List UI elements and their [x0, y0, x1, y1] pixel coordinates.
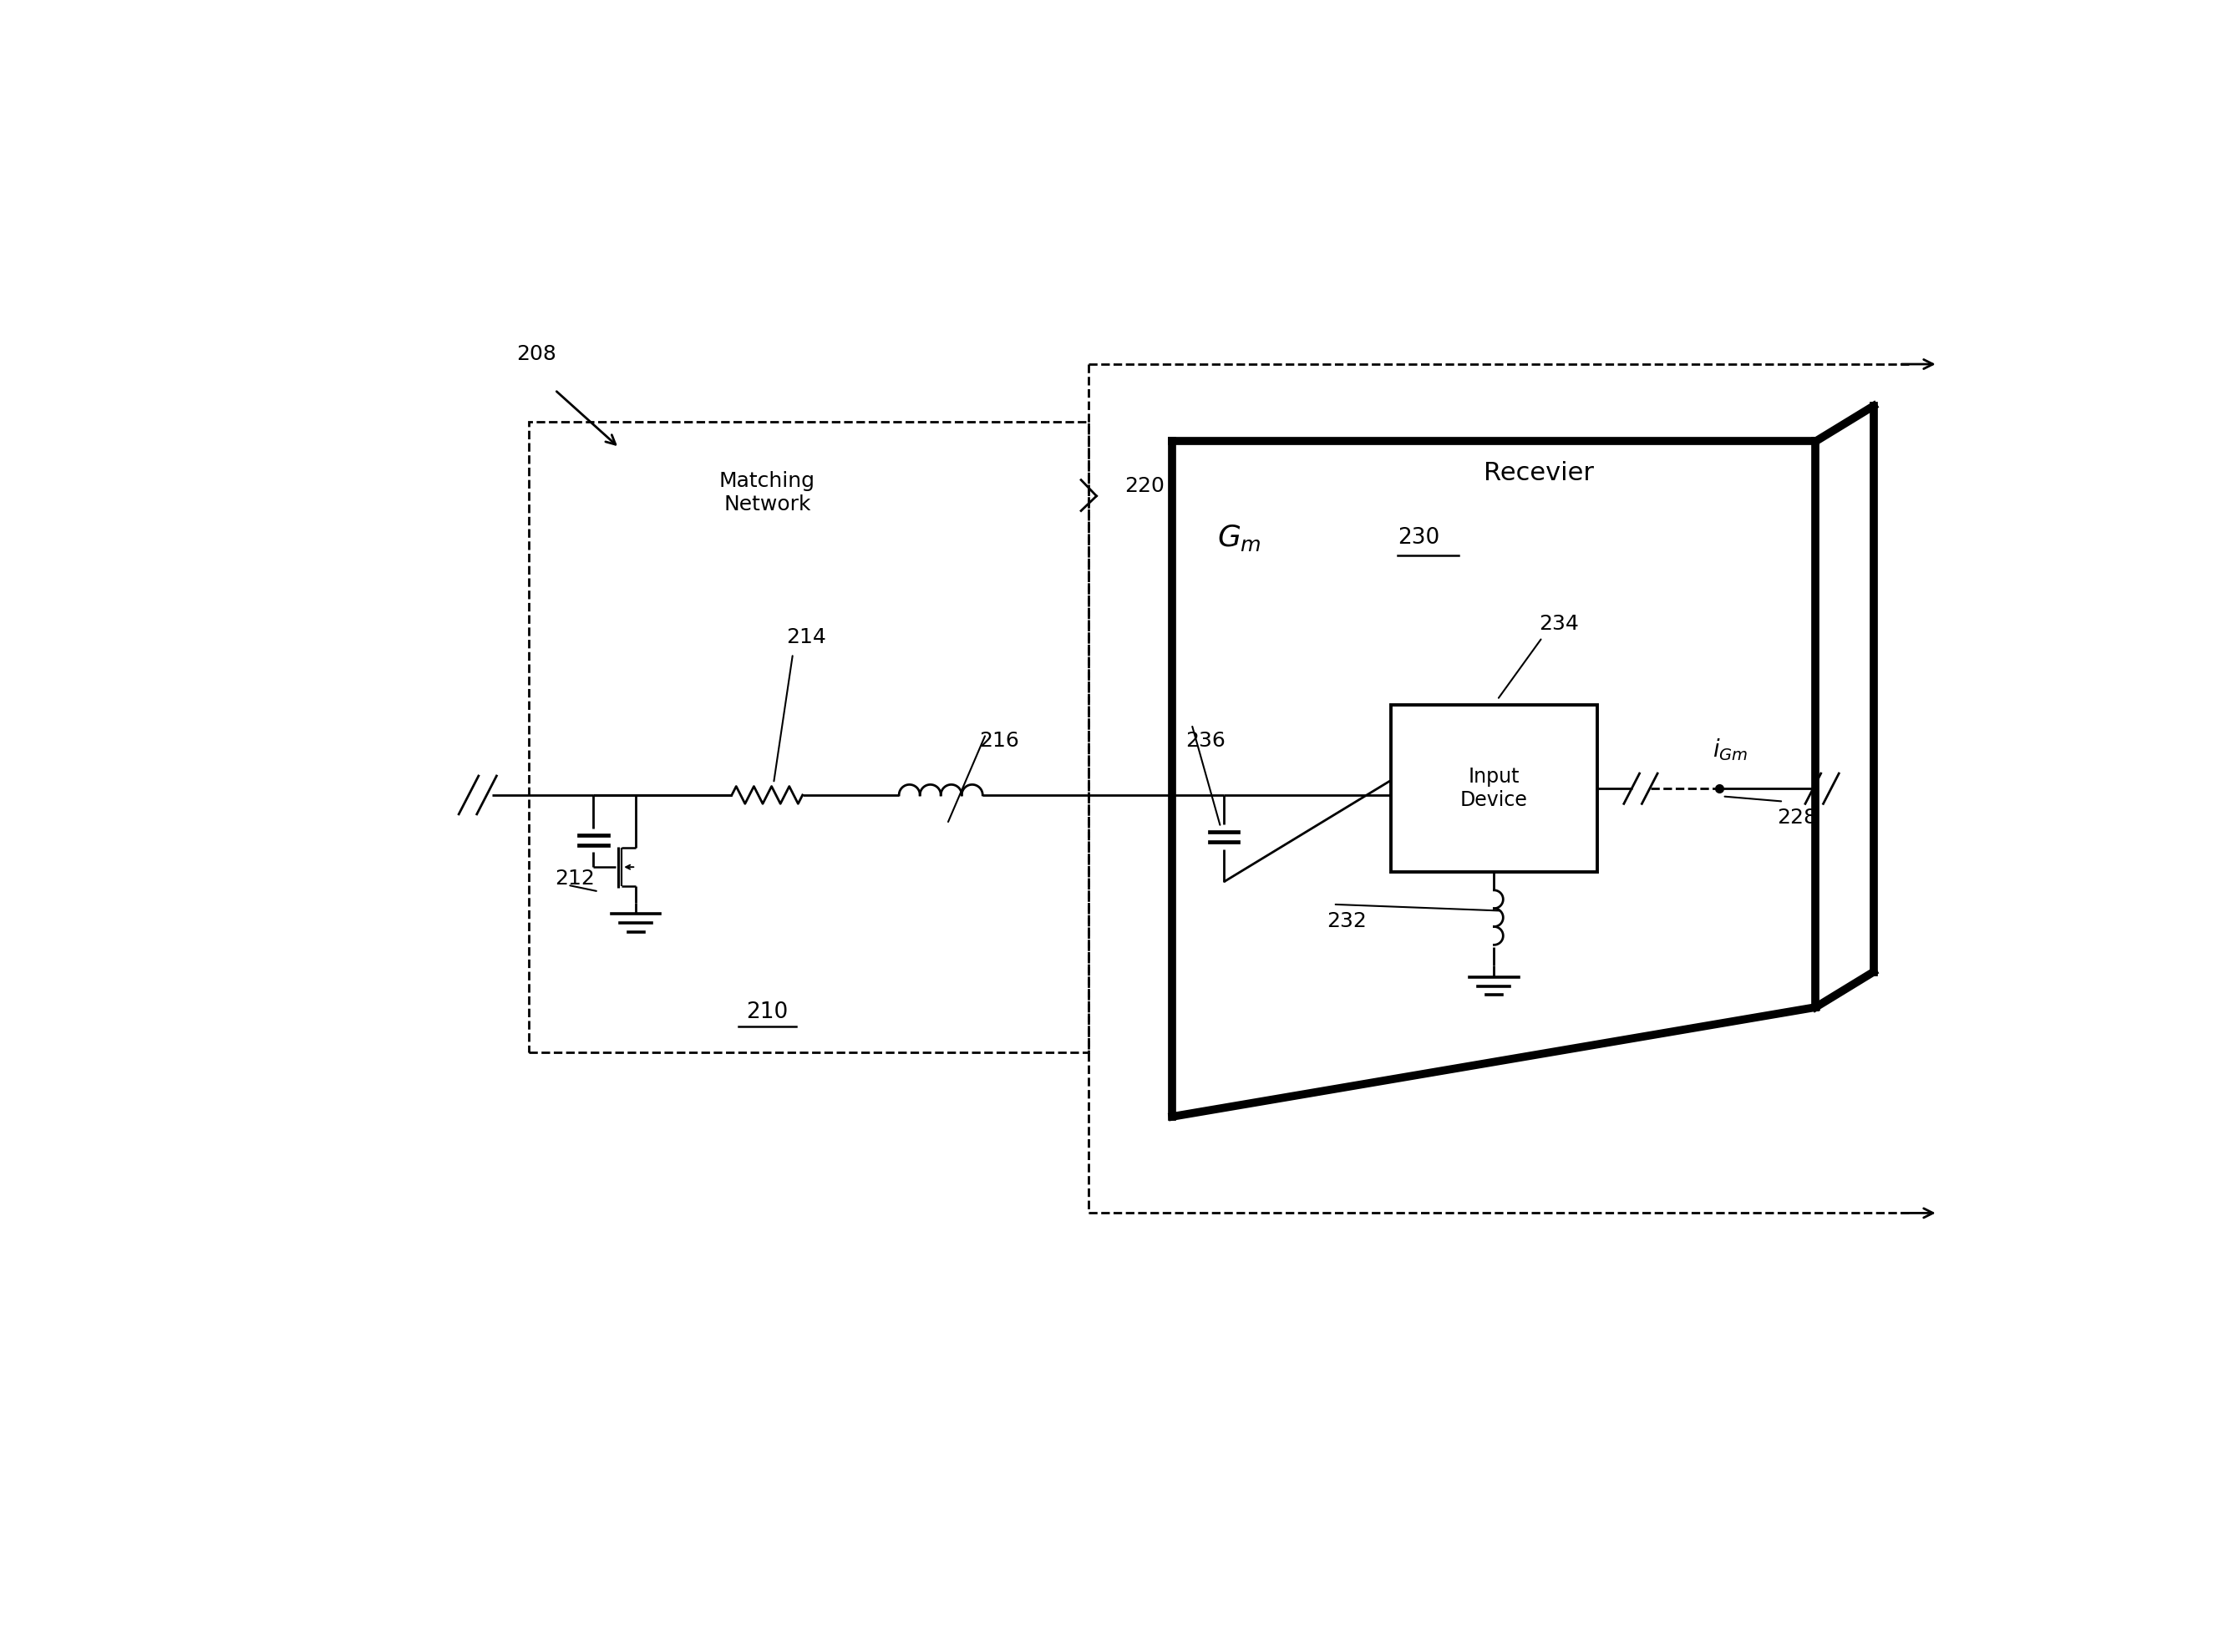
Text: 216: 216: [980, 730, 1020, 750]
Text: 234: 234: [1539, 615, 1579, 634]
Text: 228: 228: [1777, 808, 1818, 828]
Text: $i_{Gm}$: $i_{Gm}$: [1713, 737, 1748, 763]
Text: 220: 220: [1123, 476, 1163, 496]
Text: 230: 230: [1398, 527, 1440, 548]
Text: 236: 236: [1186, 730, 1226, 750]
Text: Recevier: Recevier: [1485, 461, 1594, 486]
Text: 214: 214: [786, 628, 826, 648]
Bar: [1391, 705, 1597, 872]
Text: $G_m$: $G_m$: [1217, 522, 1262, 553]
Text: 212: 212: [554, 869, 594, 889]
Text: 210: 210: [746, 1001, 788, 1023]
Text: 232: 232: [1326, 910, 1367, 930]
Text: Matching
Network: Matching Network: [719, 471, 815, 514]
Text: 208: 208: [516, 344, 556, 363]
Text: Input
Device: Input Device: [1460, 767, 1527, 809]
